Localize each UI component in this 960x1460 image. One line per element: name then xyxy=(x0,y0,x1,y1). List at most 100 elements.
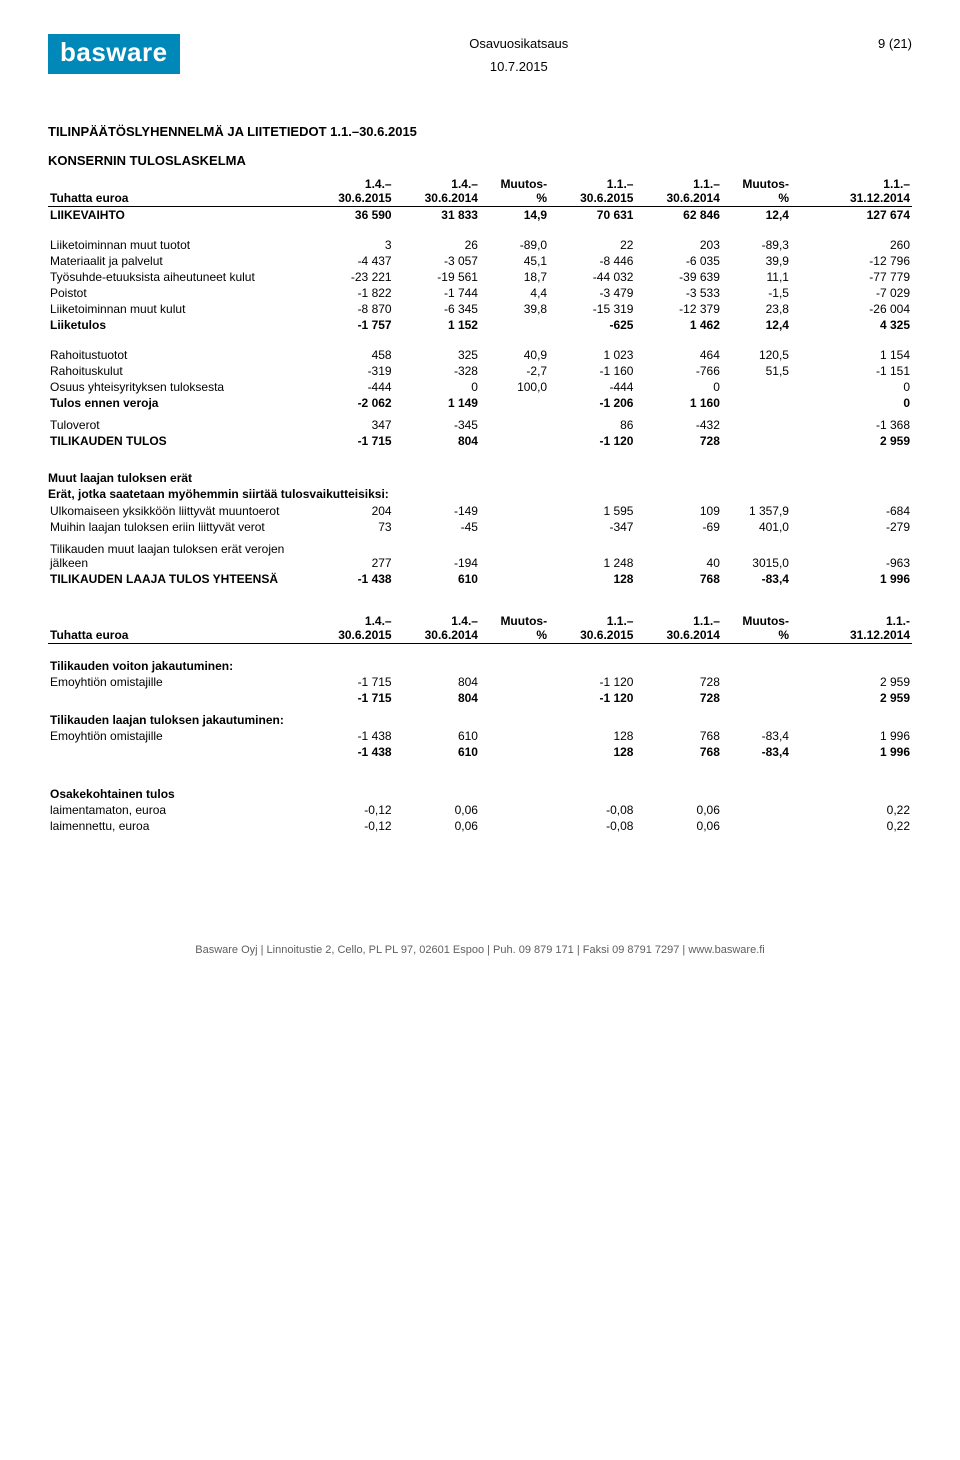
cell: 23,8 xyxy=(722,301,791,317)
cell: 1 996 xyxy=(791,571,912,587)
cell: 0,06 xyxy=(635,818,721,834)
table-row: laimentamaton, euroa-0,120,06-0,080,060,… xyxy=(48,802,912,818)
cell: -0,08 xyxy=(549,818,635,834)
table-row: Materiaalit ja palvelut-4 437-3 05745,1-… xyxy=(48,253,912,269)
cell xyxy=(480,802,549,818)
cell: 610 xyxy=(394,744,480,760)
cell: 86 xyxy=(549,417,635,433)
cell: -1 120 xyxy=(549,674,635,690)
cell: 260 xyxy=(791,237,912,253)
row-label xyxy=(48,690,307,706)
cell: 2 959 xyxy=(791,674,912,690)
cell: 325 xyxy=(394,347,480,363)
cell: -89,3 xyxy=(722,237,791,253)
cell: 3015,0 xyxy=(722,541,791,571)
table-row: Muihin laajan tuloksen eriin liittyvät v… xyxy=(48,519,912,535)
cell: -3 479 xyxy=(549,285,635,301)
col-7: 1.1.–31.12.2014 xyxy=(791,176,912,207)
header-title: Osavuosikatsaus xyxy=(180,36,858,51)
block-title: Tilikauden voiton jakautuminen: xyxy=(48,658,912,674)
cell xyxy=(722,674,791,690)
row-label: Poistot xyxy=(48,285,307,301)
cell: -12 796 xyxy=(791,253,912,269)
cell: -149 xyxy=(394,503,480,519)
cell: -1,5 xyxy=(722,285,791,301)
row-label: Osuus yhteisyrityksen tuloksesta xyxy=(48,379,307,395)
cell: 100,0 xyxy=(480,379,549,395)
cell xyxy=(480,728,549,744)
cell: -19 561 xyxy=(394,269,480,285)
cell: 109 xyxy=(635,503,721,519)
cell: -1 744 xyxy=(394,285,480,301)
table-row: Osuus yhteisyrityksen tuloksesta-4440100… xyxy=(48,379,912,395)
cell: -2,7 xyxy=(480,363,549,379)
col-2: 1.4.–30.6.2014 xyxy=(394,176,480,207)
section-title-1: KONSERNIN TULOSLASKELMA xyxy=(48,153,912,168)
col-3: Muutos-% xyxy=(480,176,549,207)
cell: 0,22 xyxy=(791,818,912,834)
cell: -1 822 xyxy=(307,285,393,301)
cell: 728 xyxy=(635,690,721,706)
cell: 22 xyxy=(549,237,635,253)
cell: 1 595 xyxy=(549,503,635,519)
income-statement-table: Tuhatta euroa 1.4.–30.6.2015 1.4.–30.6.2… xyxy=(48,176,912,463)
table-row: Poistot-1 822-1 7444,4-3 479-3 533-1,5-7… xyxy=(48,285,912,301)
cell xyxy=(480,690,549,706)
row-label: Emoyhtiön omistajille xyxy=(48,674,307,690)
cell: 610 xyxy=(394,571,480,587)
cell: -1 120 xyxy=(549,433,635,449)
cell: -1 715 xyxy=(307,690,393,706)
cell: 1 248 xyxy=(549,541,635,571)
cell: -0,12 xyxy=(307,818,393,834)
cell: 14,9 xyxy=(480,207,549,224)
cell: -3 533 xyxy=(635,285,721,301)
cell: -83,4 xyxy=(722,744,791,760)
col-5: 1.1.–30.6.2014 xyxy=(635,613,721,644)
cell: -345 xyxy=(394,417,480,433)
cell: 277 xyxy=(307,541,393,571)
cell: 0 xyxy=(791,379,912,395)
logo: basware xyxy=(48,34,180,74)
col-1: 1.4.–30.6.2015 xyxy=(307,613,393,644)
table-row: -1 438610128768-83,41 996 xyxy=(48,744,912,760)
row-label: Muihin laajan tuloksen eriin liittyvät v… xyxy=(48,519,307,535)
cell: -1 160 xyxy=(549,363,635,379)
cell: -45 xyxy=(394,519,480,535)
cell: 728 xyxy=(635,433,721,449)
col-2: 1.4.–30.6.2014 xyxy=(394,613,480,644)
cell xyxy=(480,395,549,411)
col-5: 1.1.–30.6.2014 xyxy=(635,176,721,207)
cell: 204 xyxy=(307,503,393,519)
cell: 610 xyxy=(394,728,480,744)
row-label: laimentamaton, euroa xyxy=(48,802,307,818)
cell: 0,06 xyxy=(394,802,480,818)
cell: 0,06 xyxy=(635,802,721,818)
row-label xyxy=(48,744,307,760)
cell: -1 438 xyxy=(307,571,393,587)
cell: -963 xyxy=(791,541,912,571)
cell: 1 149 xyxy=(394,395,480,411)
cell xyxy=(480,818,549,834)
cell: 464 xyxy=(635,347,721,363)
table-row: LIIKEVAIHTO36 59031 83314,970 63162 8461… xyxy=(48,207,912,224)
cell: -444 xyxy=(549,379,635,395)
table-row: Tulos ennen veroja-2 0621 149-1 2061 160… xyxy=(48,395,912,411)
page-number: 9 (21) xyxy=(858,34,912,51)
cell: -1 120 xyxy=(549,690,635,706)
cell: 39,8 xyxy=(480,301,549,317)
col-7: 1.1.-31.12.2014 xyxy=(791,613,912,644)
cell: -444 xyxy=(307,379,393,395)
oci-sub1: Muut laajan tuloksen erät xyxy=(48,471,912,485)
distribution-table: Tuhatta euroa 1.4.–30.6.2015 1.4.–30.6.2… xyxy=(48,613,912,760)
cell: 1 152 xyxy=(394,317,480,333)
cell xyxy=(480,674,549,690)
cell: 127 674 xyxy=(791,207,912,224)
cell: -6 345 xyxy=(394,301,480,317)
table-row: Työsuhde-etuuksista aiheutuneet kulut-23… xyxy=(48,269,912,285)
cell: -432 xyxy=(635,417,721,433)
cell xyxy=(722,818,791,834)
cell: -347 xyxy=(549,519,635,535)
table2-header-row: Tuhatta euroa 1.4.–30.6.2015 1.4.–30.6.2… xyxy=(48,613,912,644)
cell: 73 xyxy=(307,519,393,535)
cell: -8 446 xyxy=(549,253,635,269)
